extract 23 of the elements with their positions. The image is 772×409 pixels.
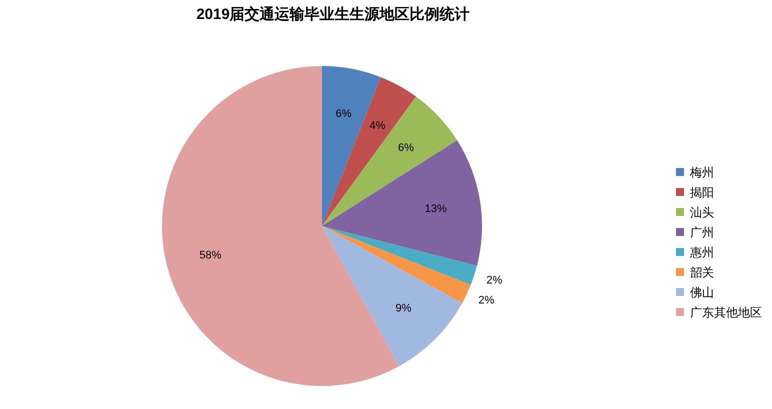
data-label: 58% — [199, 250, 222, 262]
legend-label: 梅州 — [689, 166, 714, 180]
legend-label: 广州 — [690, 226, 714, 240]
pie-slice — [322, 140, 482, 266]
data-label: 4% — [370, 120, 386, 132]
legend-label: 惠州 — [689, 246, 714, 260]
pie-slice — [322, 77, 416, 226]
data-label: 2% — [486, 274, 502, 286]
legend-label: 汕头 — [690, 206, 714, 220]
legend-label: 广东其他地区 — [690, 306, 762, 320]
pie-slice — [322, 226, 477, 285]
legend-label: 佛山 — [690, 286, 714, 300]
chart-title: 2019届交通运输毕业生生源地区比例统计 — [196, 5, 470, 23]
data-label: 6% — [336, 108, 352, 120]
pie-slice — [322, 96, 458, 226]
data-label: 2% — [478, 294, 494, 307]
data-label: 13% — [424, 202, 447, 215]
data-label: 9% — [396, 302, 412, 314]
data-label: 6% — [398, 142, 414, 154]
legend-label: 韶关 — [690, 266, 714, 280]
legend-label: 揭阳 — [690, 186, 714, 200]
pie-slice — [322, 226, 462, 366]
pie-slice — [322, 226, 471, 304]
